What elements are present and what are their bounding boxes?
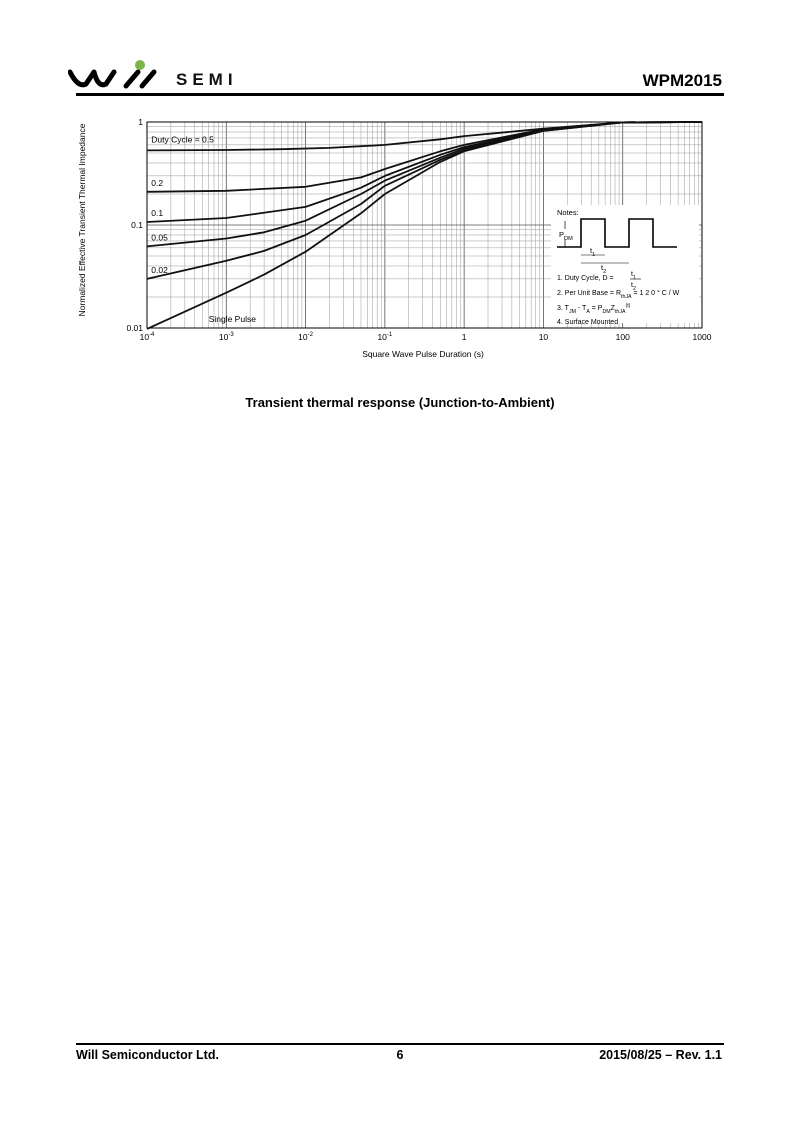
transient-thermal-chart: 10-4 10-3 10-2 10-1 1 10 100 1000 0.01 0.1 1 Duty … [70, 110, 730, 370]
series-label: 0.1 [151, 208, 163, 218]
x-tick-label: 10-2 [298, 332, 313, 342]
x-tick-label: 1 [462, 332, 467, 342]
footer-divider [76, 1043, 724, 1045]
x-tick-label: 10-1 [377, 332, 392, 342]
plot-frame [146, 121, 703, 329]
notes-item-duty-cycle: 1. Duty Cycle, D = [557, 275, 614, 282]
brand-text: SEMI [176, 70, 238, 89]
logo-slash-2 [139, 69, 157, 89]
notes-pulse-waveform [557, 218, 677, 248]
series-line-0 [146, 121, 703, 152]
series-labels-layer: Duty Cycle = 0.5 0.2 0.1 0.05 0.02 Single Pul… [151, 134, 256, 324]
notes-title: Notes: [557, 208, 579, 217]
chart-svg: 10-4 10-3 10-2 10-1 1 10 100 1000 0.01 0.1 1 Duty … [77, 117, 712, 359]
axes-layer: 10-4 10-3 10-2 10-1 1 10 100 1000 0.01 0.1 1 [126, 117, 711, 342]
notes-t1-label: t1 [590, 246, 595, 258]
series-line-5 [146, 121, 703, 330]
notes-item-equation: 3. TJM - TA = PDMZthJA(t) [557, 303, 631, 315]
x-tick-label: 1000 [693, 332, 712, 342]
notes-item-surface-mounted: 4. Surface Mounted [557, 319, 618, 326]
series-label: 0.05 [151, 232, 168, 242]
page-header: SEMI WPM2015 [0, 0, 800, 100]
notes-pdm-label: PDM [559, 230, 573, 242]
series-label: Single Pulse [209, 314, 257, 324]
notes-t2-label: t2 [601, 263, 606, 275]
logo-slash-1 [123, 69, 141, 89]
notes-duty-numerator: t1 [631, 271, 636, 281]
notes-item-per-unit-base: 2. Per Unit Base = RthJA = 1 2 0 ° C / W [557, 289, 680, 300]
footer-page-number: 6 [396, 1048, 404, 1062]
will-semi-logo [68, 60, 157, 89]
footer-company: Will Semiconductor Ltd. [76, 1048, 219, 1062]
x-tick-label: 10 [539, 332, 549, 342]
series-label: Duty Cycle = 0.5 [151, 134, 214, 144]
series-label: 0.2 [151, 178, 163, 188]
footer-date-revision: 2015/08/25 – Rev. 1.1 [599, 1048, 722, 1062]
x-tick-label: 10-4 [140, 332, 155, 342]
y-tick-label: 0.01 [126, 323, 143, 333]
logo-dot [135, 60, 145, 70]
notes-background [551, 205, 699, 323]
y-tick-label: 1 [138, 117, 143, 127]
series-line-1 [146, 121, 703, 193]
series-label: 0.02 [151, 265, 168, 275]
x-tick-label: 10-3 [219, 332, 234, 342]
doc-title: WPM2015 [642, 71, 722, 90]
logo-w-mark [68, 69, 117, 88]
x-tick-label: 100 [616, 332, 630, 342]
x-axis-label: Square Wave Pulse Duration (s) [362, 349, 484, 359]
notes-duty-denominator: t2 [631, 282, 636, 292]
y-tick-label: 0.1 [131, 220, 143, 230]
header-divider [76, 93, 724, 96]
figure-caption: Transient thermal response (Junction-to-… [245, 395, 555, 410]
series-layer [146, 121, 703, 330]
y-axis-label: Normalized Effective Transient Thermal I… [77, 123, 87, 316]
